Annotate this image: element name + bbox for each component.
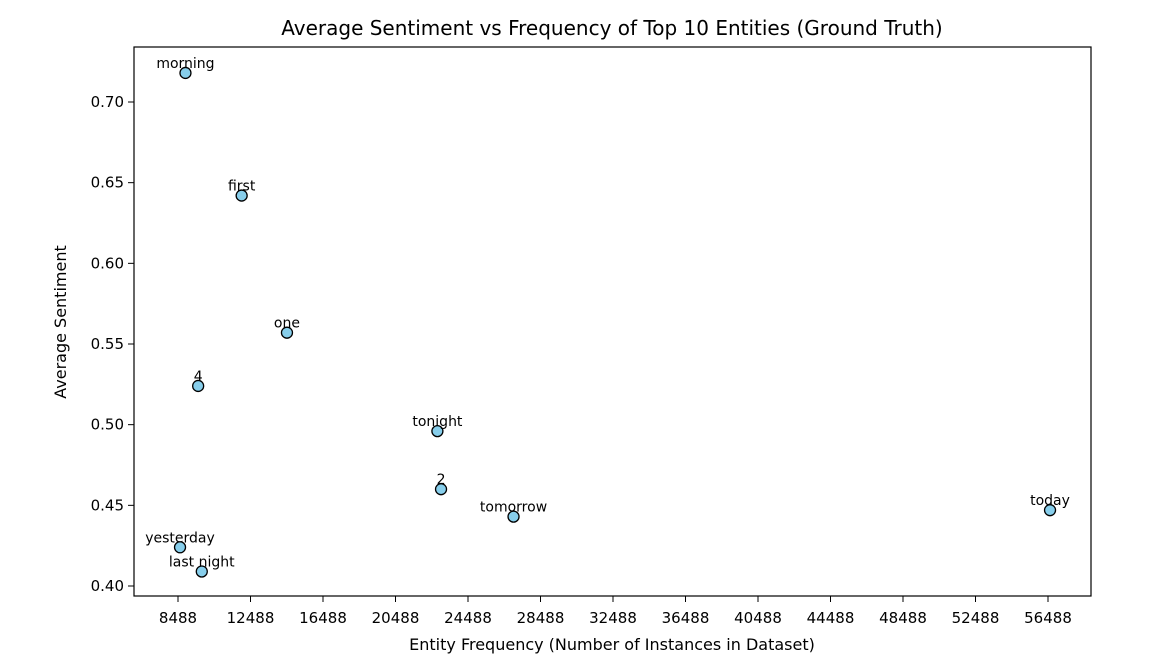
- data-point: [235, 189, 248, 202]
- y-tick-label: 0.50: [91, 416, 124, 434]
- x-axis-label: Entity Frequency (Number of Instances in…: [409, 635, 815, 654]
- y-tick-label: 0.40: [91, 577, 124, 595]
- data-point: [192, 379, 205, 393]
- x-tick-label: 44488: [807, 609, 855, 627]
- chart-title: Average Sentiment vs Frequency of Top 10…: [281, 16, 942, 40]
- data-point: [195, 565, 208, 578]
- point-label: tomorrow: [480, 500, 547, 516]
- point-label: 2: [437, 472, 446, 488]
- data-point: [507, 510, 520, 523]
- data-point: [1043, 504, 1057, 517]
- data-point: [173, 541, 187, 554]
- data-point: [179, 66, 192, 80]
- y-tick-label: 0.70: [91, 93, 124, 111]
- point-label: one: [274, 316, 300, 332]
- x-tick-label: 28488: [517, 609, 565, 627]
- point-label: last night: [169, 554, 235, 570]
- data-points: morning first one 4 tonight 2 tomorrow today yes…: [145, 56, 1070, 578]
- point-label: yesterday: [145, 530, 215, 546]
- y-tick-label: 0.65: [91, 174, 124, 192]
- x-tick-label: 8488: [159, 609, 197, 627]
- x-tick-label: 52488: [952, 609, 1000, 627]
- data-point: [434, 483, 448, 496]
- point-label: tonight: [412, 414, 463, 430]
- point-label: first: [228, 179, 256, 195]
- x-tick-label: 36488: [662, 609, 710, 627]
- point-label: today: [1030, 493, 1070, 509]
- x-tick-label: 48488: [879, 609, 927, 627]
- y-axis: 0.40 0.45 0.50 0.55 0.60 0.65 0.70: [91, 93, 134, 595]
- point-label: 4: [194, 369, 203, 385]
- y-axis-label: Average Sentiment: [51, 245, 70, 399]
- x-tick-label: 20488: [372, 609, 420, 627]
- x-axis: 8488 12488 16488 20488 24488 28488 32488 36488 4…: [159, 596, 1072, 627]
- data-point: [280, 326, 294, 339]
- data-point: [431, 424, 444, 438]
- y-tick-label: 0.55: [91, 335, 124, 353]
- x-tick-label: 32488: [589, 609, 637, 627]
- y-tick-label: 0.60: [91, 254, 124, 272]
- x-tick-label: 16488: [299, 609, 347, 627]
- point-label: morning: [156, 56, 214, 72]
- x-tick-label: 40488: [734, 609, 782, 627]
- x-tick-label: 56488: [1024, 609, 1072, 627]
- x-tick-label: 12488: [227, 609, 275, 627]
- x-tick-label: 24488: [444, 609, 492, 627]
- y-tick-label: 0.45: [91, 496, 124, 514]
